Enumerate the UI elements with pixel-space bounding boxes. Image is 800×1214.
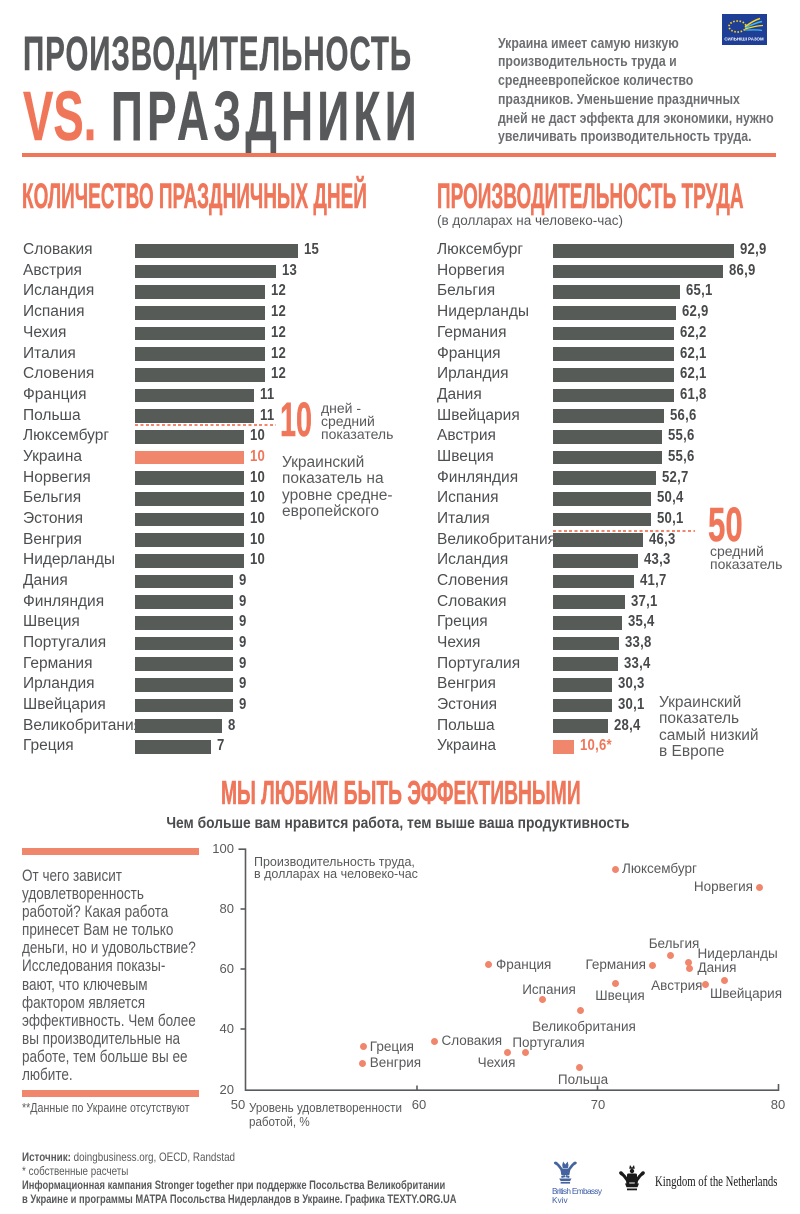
svg-text:СИЛЬНІШІ РАЗОМ: СИЛЬНІШІ РАЗОМ bbox=[724, 37, 764, 42]
svg-text:Kyiv: Kyiv bbox=[552, 1195, 569, 1203]
svg-text:British Embassy: British Embassy bbox=[552, 1186, 603, 1196]
